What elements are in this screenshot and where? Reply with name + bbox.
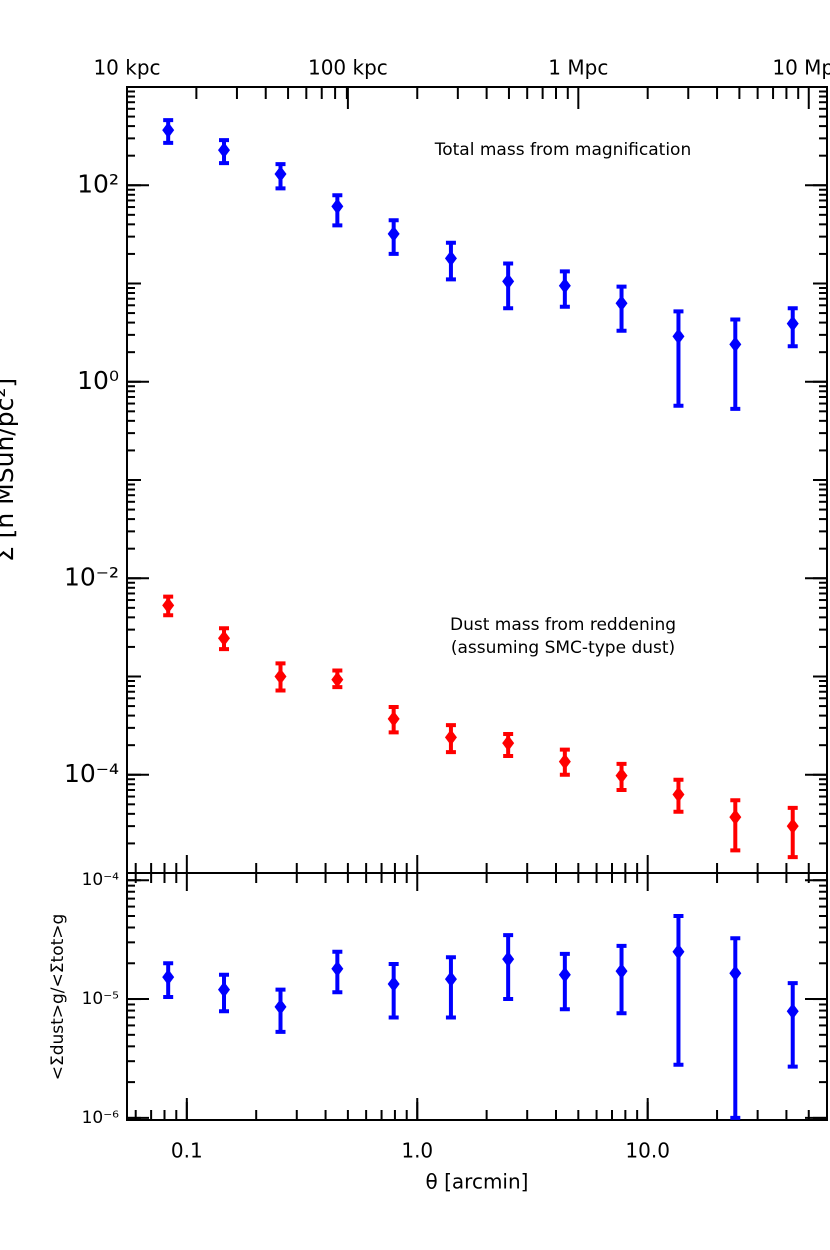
point (502, 273, 515, 290)
y-tick-label: 10² (77, 169, 119, 198)
x2-tick-label: 10 kpc (93, 56, 160, 80)
point (558, 966, 571, 983)
y-tick-label: 10⁻⁶ (82, 1108, 120, 1128)
point (615, 767, 628, 784)
error-bar (730, 798, 741, 853)
error-bar (730, 317, 741, 411)
error-bar (503, 933, 514, 1002)
point (331, 671, 344, 688)
y-axis-label: Σ [h MSun/pc²] (0, 378, 19, 562)
point (218, 630, 231, 647)
error-bar (730, 936, 741, 1120)
point (162, 122, 175, 139)
annotation: (assuming SMC-type dust) (451, 638, 675, 658)
point (615, 963, 628, 980)
x-tick-label: 1.0 (401, 1139, 433, 1163)
point (331, 198, 344, 215)
error-bar (673, 309, 684, 408)
point (444, 250, 457, 267)
point (218, 981, 231, 998)
point (274, 998, 287, 1015)
point (162, 969, 175, 986)
x2-tick-label: 100 kpc (308, 56, 388, 80)
point (387, 975, 400, 992)
point (218, 142, 231, 159)
point (558, 753, 571, 770)
point (502, 735, 515, 752)
point (672, 786, 685, 803)
point (729, 809, 742, 826)
point (387, 225, 400, 242)
point (444, 971, 457, 988)
x2-tick-label: 1 Mpc (548, 56, 608, 80)
point (387, 710, 400, 727)
y-axis-label: <Σdust>g/<Σtot>g (48, 914, 68, 1081)
x-axis-label: θ [arcmin] (426, 1170, 529, 1194)
point (672, 328, 685, 345)
annotation: Total mass from magnification (434, 140, 691, 160)
point (615, 295, 628, 312)
y-tick-label: 10⁻⁵ (82, 989, 119, 1009)
error-bar (673, 913, 684, 1067)
point (502, 951, 515, 968)
top-frame (126, 86, 828, 874)
error-bar (445, 955, 456, 1020)
y-tick-label: 10⁻² (64, 562, 119, 591)
y-tick-label: 10⁰ (77, 366, 119, 395)
point (729, 965, 742, 982)
point (786, 818, 799, 835)
point (274, 166, 287, 183)
error-bar (616, 943, 627, 1016)
point (331, 960, 344, 977)
y-tick-label: 10⁻⁴ (82, 870, 120, 890)
point (162, 597, 175, 614)
x2-tick-label: 10 Mpc (772, 56, 830, 80)
point (672, 943, 685, 960)
point (274, 668, 287, 685)
x-tick-label: 0.1 (171, 1139, 203, 1163)
point (786, 1003, 799, 1020)
y-tick-label: 10⁻⁴ (64, 759, 119, 788)
point (786, 315, 799, 332)
point (444, 729, 457, 746)
point (729, 336, 742, 353)
bottom-frame (126, 872, 828, 1121)
error-bar (787, 981, 798, 1069)
point (558, 277, 571, 294)
x-tick-label: 10.0 (625, 1139, 670, 1163)
annotation: Dust mass from reddening (450, 615, 676, 635)
